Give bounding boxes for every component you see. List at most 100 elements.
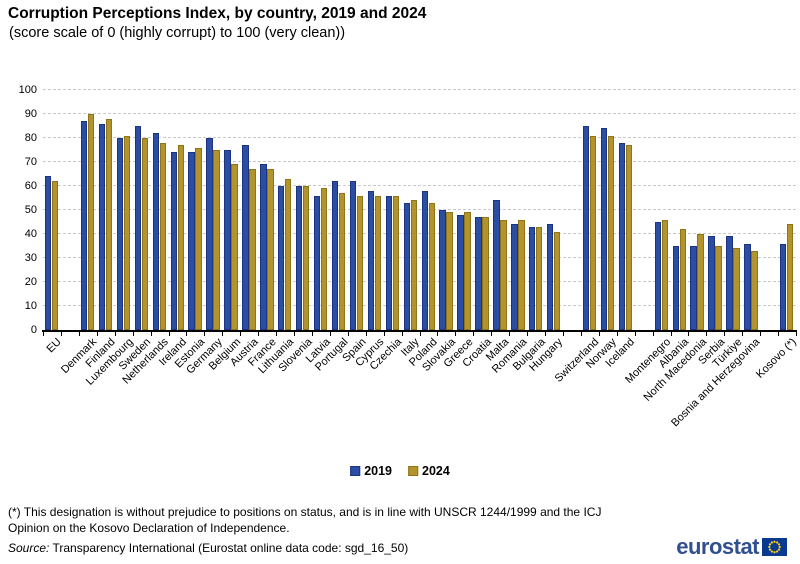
x-tick (96, 331, 98, 336)
x-tick (706, 331, 708, 336)
bar-ireland-2024 (177, 145, 184, 330)
x-tick (150, 331, 152, 336)
footnote-line-1: (*) This designation is without prejudic… (8, 505, 602, 519)
legend-label-2019: 2019 (364, 464, 392, 478)
x-tick (491, 331, 493, 336)
x-tick (527, 331, 529, 336)
chart-title: Corruption Perceptions Index, by country… (8, 5, 427, 22)
y-tick-label-40: 40 (24, 227, 37, 240)
bar-malta-2024 (500, 219, 507, 330)
x-tick (509, 331, 511, 336)
bar-spain-2024 (356, 195, 364, 330)
bar-croatia-2019 (475, 217, 482, 330)
bar-eu-2024 (52, 181, 59, 330)
bar-romania-2019 (511, 224, 518, 330)
bar-portugal-2024 (338, 193, 346, 330)
bar-czechia-2019 (385, 195, 393, 330)
bar-france-2019 (260, 164, 267, 330)
y-tick-label-100: 100 (18, 83, 37, 96)
gridline-70 (43, 161, 796, 162)
bar-montenegro-2024 (661, 219, 668, 330)
bar-bulgaria-2019 (529, 226, 536, 330)
bar-romania-2024 (518, 219, 525, 330)
x-axis-line (42, 330, 797, 332)
legend: 2019 2024 (350, 464, 450, 478)
x-tick (276, 331, 278, 336)
bar-malta-2019 (493, 200, 500, 330)
gridline-90 (43, 113, 796, 114)
bar-latvia-2019 (313, 195, 321, 330)
x-tick (760, 331, 762, 336)
bar-belgium-2024 (231, 164, 238, 330)
bar-albania-2024 (679, 229, 686, 330)
footnote-line-2: Opinion on the Kosovo Declaration of Ind… (8, 520, 290, 535)
bar-switzerland-2019 (582, 126, 590, 330)
source-prefix: Source: (8, 541, 50, 555)
eurostat-logo: eurostat (676, 534, 787, 560)
gridline-30 (43, 257, 796, 258)
x-tick (562, 331, 564, 336)
bar-slovenia-2019 (296, 186, 303, 330)
gridline-20 (43, 281, 796, 282)
x-tick (670, 331, 672, 336)
bar-slovakia-2024 (446, 212, 453, 330)
bar-hungary-2024 (554, 231, 561, 330)
gridline-50 (43, 209, 796, 210)
x-tick (186, 331, 188, 336)
x-tick (347, 331, 349, 336)
bar-cyprus-2019 (367, 190, 375, 330)
x-tick (383, 331, 385, 336)
x-tick (204, 331, 206, 336)
legend-item-2019: 2019 (350, 464, 392, 478)
gridline-80 (43, 137, 796, 138)
x-tick (473, 331, 475, 336)
x-tick (580, 331, 582, 336)
bar-estonia-2024 (195, 147, 202, 330)
y-tick-label-0: 0 (30, 323, 37, 336)
bar-kosovo-2019 (780, 243, 787, 330)
bar-poland-2019 (421, 190, 428, 330)
x-tick (652, 331, 654, 336)
x-tick (43, 331, 44, 336)
y-tick-label-80: 80 (24, 131, 37, 144)
x-tick (132, 331, 134, 336)
source-note: Source: Transparency International (Euro… (8, 541, 408, 555)
bar-bulgaria-2024 (536, 226, 543, 330)
bar-albania-2019 (672, 246, 679, 330)
bar-north-macedonia-2019 (690, 246, 697, 330)
x-tick (365, 331, 367, 336)
bar-luxembourg-2024 (123, 135, 131, 330)
bar-norway-2019 (600, 128, 608, 330)
bar-greece-2019 (457, 214, 464, 330)
gridline-100 (43, 89, 796, 90)
y-tick-label-30: 30 (24, 251, 37, 264)
bar-norway-2024 (607, 135, 615, 330)
bar-latvia-2024 (320, 188, 328, 330)
x-tick (724, 331, 726, 336)
bar-austria-2024 (249, 169, 256, 330)
bar-netherlands-2019 (152, 133, 159, 330)
bar-switzerland-2024 (589, 135, 597, 330)
bar-slovenia-2024 (303, 186, 310, 330)
bar-denmark-2019 (80, 121, 88, 330)
y-tick-label-70: 70 (24, 155, 37, 168)
x-tick (419, 331, 421, 336)
x-tick (222, 331, 224, 336)
plot-area (43, 89, 796, 330)
bar-germany-2019 (206, 138, 213, 330)
x-tick (258, 331, 260, 336)
bar-denmark-2024 (87, 114, 95, 330)
x-tick (778, 331, 780, 336)
y-tick-label-10: 10 (24, 299, 37, 312)
x-tick (329, 331, 331, 336)
y-tick-label-90: 90 (24, 107, 37, 120)
y-tick-label-20: 20 (24, 275, 37, 288)
bar-bosnia-and-herzegovina-2019 (744, 243, 751, 330)
bar-france-2024 (267, 169, 274, 330)
x-label-eu: EU (44, 336, 64, 356)
y-tick-label-60: 60 (24, 179, 37, 192)
bar-eu-2019 (45, 176, 52, 330)
bar-bosnia-and-herzegovina-2024 (751, 250, 758, 330)
bar-kosovo-2024 (787, 224, 794, 330)
bar-luxembourg-2019 (116, 138, 124, 330)
